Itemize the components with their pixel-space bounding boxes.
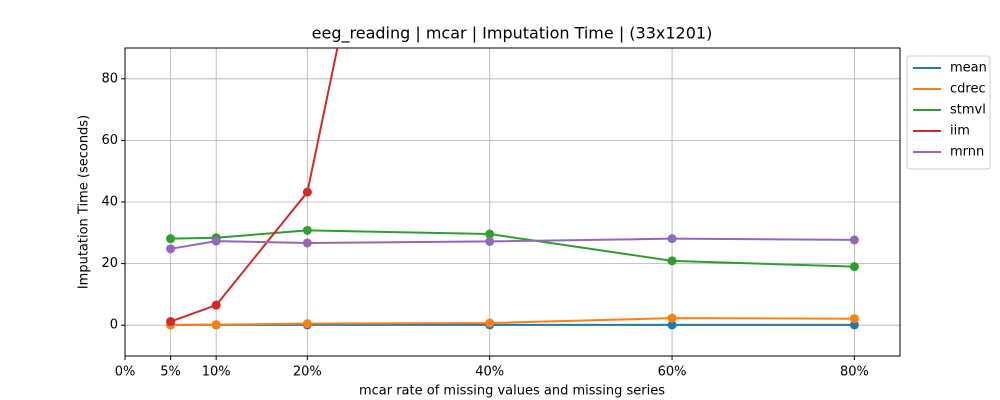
data-point: [211, 236, 221, 246]
data-point: [166, 244, 176, 254]
y-axis-label: Imputation Time (seconds): [77, 115, 92, 289]
y-tick-label: 40: [101, 195, 118, 210]
data-point: [667, 320, 677, 330]
data-point: [485, 229, 495, 239]
data-point: [302, 187, 312, 197]
series-line: [170, 229, 855, 268]
y-tick-label: 0: [110, 318, 118, 333]
data-point: [302, 238, 312, 248]
x-tick-label: 0%: [115, 365, 136, 380]
data-point: [166, 317, 176, 327]
y-tick-label: 80: [101, 71, 118, 86]
x-tick-label: 80%: [840, 365, 869, 380]
y-tick-label: 60: [101, 133, 118, 148]
x-tick-label: 60%: [658, 365, 687, 380]
legend-label: stmvl: [950, 103, 986, 118]
data-point: [211, 320, 221, 330]
data-point: [302, 319, 312, 329]
legend-label: mrnn: [950, 145, 984, 160]
plot-area: [166, 48, 859, 330]
data-point: [485, 318, 495, 328]
data-point: [849, 235, 859, 245]
series-line: [170, 317, 855, 326]
x-tick-label: 20%: [293, 365, 322, 380]
chart-title: eeg_reading | mcar | Imputation Time | (…: [312, 24, 713, 44]
plot-frame: [124, 47, 901, 357]
x-axis-label: mcar rate of missing values and missing …: [359, 384, 665, 399]
x-tick-label: 5%: [160, 365, 181, 380]
data-point: [211, 300, 221, 310]
data-point: [849, 314, 859, 324]
data-point: [166, 234, 176, 244]
data-point: [667, 256, 677, 266]
legend-label: mean: [950, 61, 987, 76]
legend-label: cdrec: [950, 82, 986, 97]
y-tick-label: 20: [101, 256, 118, 271]
data-point: [302, 225, 312, 235]
legend-frame: [906, 55, 991, 170]
data-point: [849, 262, 859, 272]
legend-label: iim: [950, 124, 970, 139]
x-tick-label: 10%: [202, 365, 231, 380]
data-point: [849, 320, 859, 330]
data-point: [485, 236, 495, 246]
series-line: [170, 237, 855, 250]
data-point: [667, 234, 677, 244]
x-tick-label: 40%: [475, 365, 504, 380]
series-line: [170, 48, 339, 323]
data-point: [667, 313, 677, 323]
